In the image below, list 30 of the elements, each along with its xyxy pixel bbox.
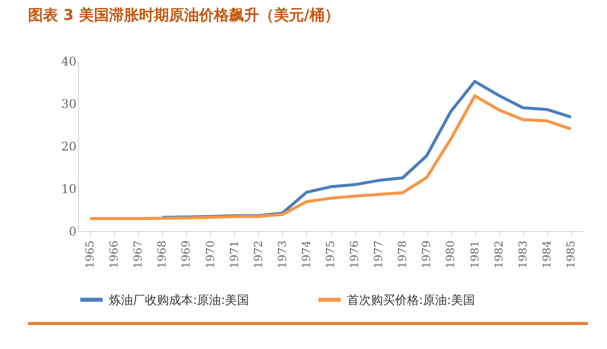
chart-title: 图表 3 美国滞胀时期原油价格飙升（美元/桶） <box>28 6 340 24</box>
x-tick-label: 1981 <box>468 240 482 268</box>
x-tick-label: 1976 <box>348 240 362 268</box>
legend-label: 首次购买价格:原油:美国 <box>347 292 476 307</box>
x-tick-label: 1966 <box>108 240 121 268</box>
x-tick-label: 1980 <box>444 240 458 268</box>
x-tick-label: 1982 <box>492 240 506 268</box>
y-tick-label: 30 <box>61 97 76 111</box>
x-tick-label: 1974 <box>300 240 313 268</box>
x-tick-label: 1965 <box>84 240 97 268</box>
x-tick-label: 1979 <box>420 240 434 268</box>
x-tick-label: 1978 <box>396 240 410 268</box>
y-tick-label: 20 <box>61 140 76 154</box>
legend-label: 炼油厂收购成本:原油:美国 <box>109 292 250 307</box>
x-tick-label: 1975 <box>324 240 337 268</box>
x-tick-label: 1968 <box>156 240 169 268</box>
x-tick-label: 1983 <box>516 240 530 268</box>
x-tick-label: 1984 <box>540 240 554 268</box>
x-tick-label: 1970 <box>204 240 217 268</box>
x-tick-label: 1972 <box>252 240 265 268</box>
x-tick-label: 1985 <box>564 240 578 268</box>
y-tick-label: 40 <box>61 54 76 68</box>
x-tick-label: 1977 <box>372 240 386 268</box>
x-tick-label: 1971 <box>228 240 241 268</box>
x-tick-label: 1969 <box>180 240 193 268</box>
line-series <box>88 94 572 220</box>
y-tick-label: 0 <box>68 224 76 238</box>
y-tick-label: 10 <box>61 182 76 196</box>
x-tick-label: 1967 <box>132 240 145 268</box>
x-tick-label: 1973 <box>276 240 289 268</box>
